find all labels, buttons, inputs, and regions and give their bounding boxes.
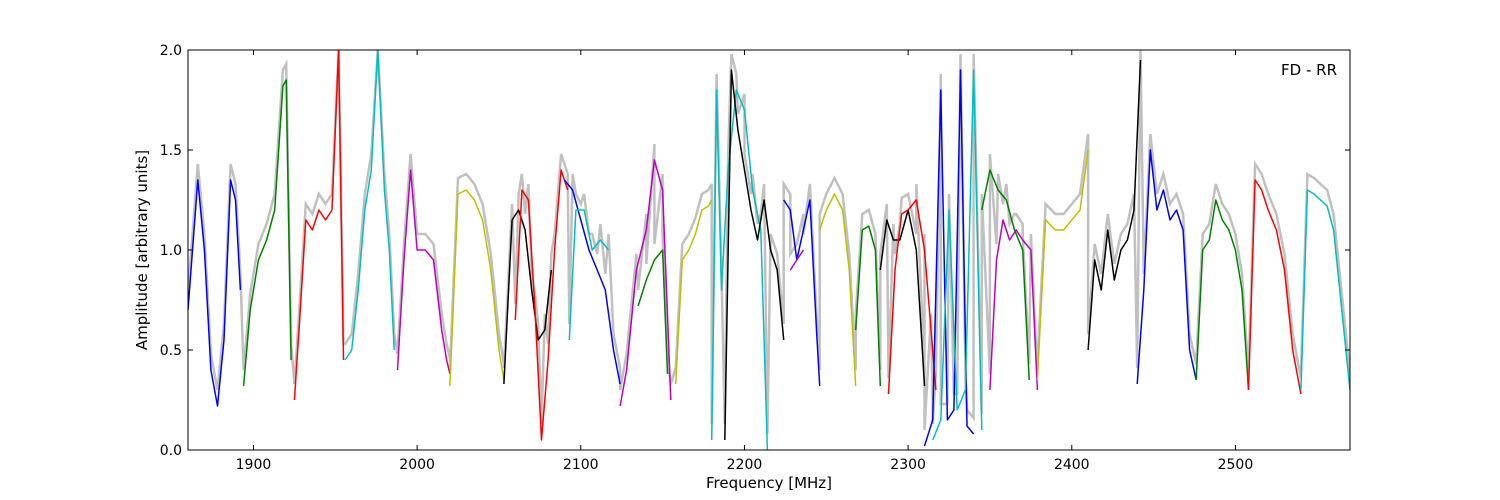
y-axis: 0.0 0.5 1.0 1.5 2.0 <box>160 43 1350 459</box>
y-tick-label: 2.0 <box>160 43 182 59</box>
series-line-29 <box>1195 199 1250 391</box>
y-tick-label: 1.5 <box>160 143 182 159</box>
series-line-10 <box>568 209 610 341</box>
y-axis-label: Amplitude [arbitrary units] <box>133 150 151 350</box>
series-line-14 <box>710 89 769 450</box>
series-line-6 <box>449 189 505 387</box>
series-line-5 <box>396 169 451 375</box>
x-tick-label: 2400 <box>1054 457 1090 473</box>
series-line-30 <box>1247 179 1302 395</box>
series-line-23 <box>932 69 983 441</box>
series-line-13 <box>674 199 713 385</box>
x-tick-label: 2100 <box>563 457 599 473</box>
series-line-1 <box>188 179 242 407</box>
series-line-11 <box>619 159 672 407</box>
x-axis-label: Frequency [MHz] <box>706 474 832 492</box>
series-line-17 <box>789 249 805 271</box>
x-tick-label: 2300 <box>890 457 926 473</box>
x-axis: 1900 2000 2100 2200 2300 2400 2500 <box>236 50 1254 473</box>
series-line-8 <box>514 169 569 441</box>
series-line-9 <box>563 179 621 385</box>
series-line-26 <box>1036 149 1089 381</box>
chart-annotation: FD - RR <box>1281 61 1337 79</box>
series-line-3 <box>293 50 345 401</box>
x-tick-label: 2000 <box>399 457 435 473</box>
series-layer <box>188 50 1350 450</box>
y-tick-label: 0.0 <box>160 443 182 459</box>
series-line-7 <box>503 209 553 385</box>
series-line-15 <box>724 69 785 441</box>
series-line-28 <box>1136 149 1197 385</box>
series-line-31 <box>1300 189 1350 391</box>
series-line-16 <box>783 199 821 387</box>
series-line-4 <box>344 50 395 361</box>
y-tick-label: 0.5 <box>160 343 182 359</box>
x-tick-label: 2500 <box>1218 457 1254 473</box>
series-line-18 <box>818 193 857 387</box>
series-line-20 <box>879 209 926 387</box>
x-tick-label: 2200 <box>727 457 763 473</box>
series-line-21 <box>887 199 937 395</box>
series-line-25 <box>981 169 1030 381</box>
series-line-27 <box>1087 59 1142 351</box>
background-trace <box>188 50 1350 435</box>
series-line-24 <box>989 219 1039 391</box>
series-line-2 <box>242 79 292 387</box>
series-line-12 <box>637 249 669 375</box>
series-line-19 <box>854 225 882 387</box>
x-tick-label: 1900 <box>236 457 272 473</box>
y-tick-label: 1.0 <box>160 243 182 259</box>
